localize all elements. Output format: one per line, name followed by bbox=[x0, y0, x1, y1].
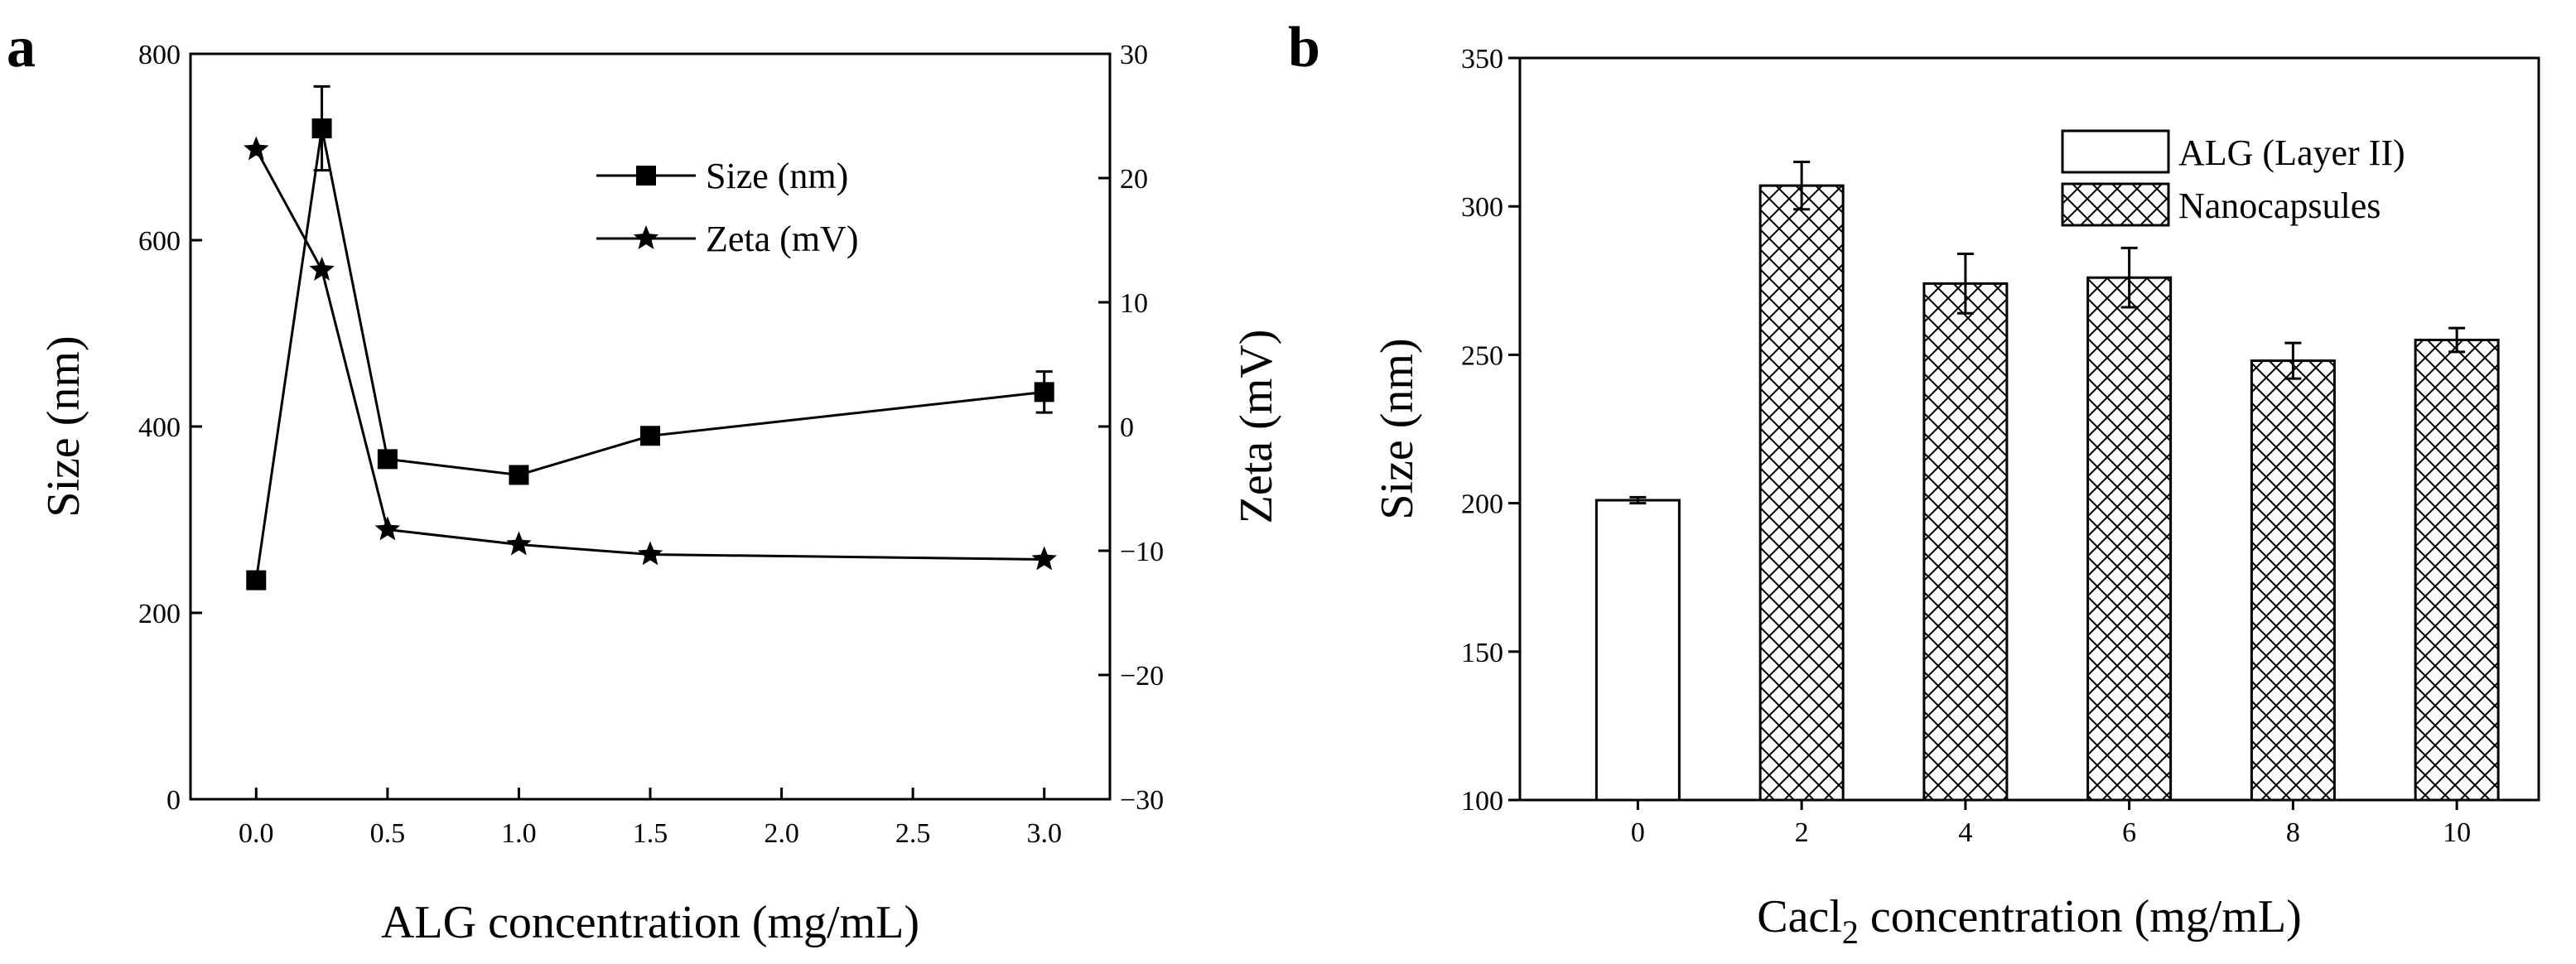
a-zeta-point bbox=[374, 516, 401, 541]
b-bar bbox=[2414, 338, 2500, 802]
panel-a-x-axis: 0.0 0.5 1.0 1.5 2.0 2.5 3.0 bbox=[239, 788, 1062, 849]
panel-a-y2label: Zeta (mV) bbox=[1231, 330, 1282, 524]
legend-alg-label: ALG (Layer II) bbox=[2178, 133, 2405, 173]
a-x-tick-label: 3.0 bbox=[1026, 818, 1062, 849]
b-y-tick-label: 350 bbox=[1461, 44, 1503, 75]
legend-zeta-star-marker bbox=[633, 225, 659, 249]
panel-b-letter: b bbox=[1288, 16, 1320, 80]
a-left-tick-label: 600 bbox=[138, 226, 181, 257]
panel-b-ylabel: Size (nm) bbox=[1372, 338, 1423, 519]
a-left-tick-label: 400 bbox=[138, 412, 181, 443]
a-right-tick-label: 30 bbox=[1120, 40, 1148, 70]
b-x-tick-label: 8 bbox=[2286, 817, 2300, 848]
legend-size-label: Size (nm) bbox=[706, 156, 848, 196]
panel-a-xlabel: ALG concentration (mg/mL) bbox=[381, 897, 919, 948]
a-right-tick-label: −20 bbox=[1120, 661, 1164, 692]
a-x-tick-label: 1.5 bbox=[633, 818, 668, 849]
b-bar bbox=[1594, 499, 1681, 802]
a-size-point bbox=[246, 570, 267, 590]
legend-nanocapsules-label: Nanocapsules bbox=[2178, 186, 2381, 226]
b-y-tick-label: 300 bbox=[1461, 192, 1503, 223]
a-left-tick-label: 0 bbox=[166, 785, 181, 816]
a-right-tick-label: 10 bbox=[1120, 288, 1148, 319]
panel-b-bars bbox=[1594, 160, 2500, 802]
panel-a-legend: Size (nm) Zeta (mV) bbox=[596, 156, 858, 259]
panel-a-series bbox=[244, 84, 1057, 590]
a-series-line-1 bbox=[254, 148, 1044, 561]
a-left-tick-label: 200 bbox=[138, 599, 181, 629]
b-x-tick-label: 2 bbox=[1795, 817, 1809, 848]
panel-b-legend: ALG (Layer II) Nanocapsules bbox=[2061, 129, 2405, 227]
a-right-tick-label: −10 bbox=[1120, 537, 1164, 567]
panel-b-x-axis: 0 2 4 6 8 10 bbox=[1631, 800, 2471, 848]
panel-a-letter: a bbox=[7, 16, 36, 80]
legend-alg-swatch bbox=[2061, 129, 2170, 174]
panel-a-ylabel: Size (nm) bbox=[38, 335, 89, 517]
b-bar bbox=[1922, 282, 2009, 802]
b-bar bbox=[2086, 276, 2173, 802]
a-zeta-point bbox=[506, 531, 532, 556]
b-y-tick-label: 100 bbox=[1461, 786, 1503, 817]
a-x-tick-label: 2.5 bbox=[895, 818, 931, 849]
panel-a-right-axis: −30 −20 −10 0 10 20 30 bbox=[1098, 40, 1164, 816]
panel-b-y-axis: 100 150 200 250 300 350 bbox=[1461, 44, 1520, 817]
b-x-tick-label: 6 bbox=[2122, 817, 2136, 848]
a-size-point bbox=[311, 118, 332, 138]
b-x-tick-label: 0 bbox=[1631, 817, 1645, 848]
a-right-tick-label: 20 bbox=[1120, 164, 1148, 195]
b-y-tick-label: 200 bbox=[1461, 489, 1503, 520]
a-size-point bbox=[640, 426, 660, 446]
legend-nanocapsules-swatch bbox=[2061, 182, 2170, 227]
panel-a-left-axis: 0 200 400 600 800 bbox=[138, 40, 202, 816]
a-right-tick-label: 0 bbox=[1120, 412, 1134, 443]
a-right-tick-label: −30 bbox=[1120, 785, 1164, 816]
panel-b-xlabel: Cacl2 concentration (mg/mL) bbox=[1757, 891, 2302, 951]
legend-zeta-label: Zeta (mV) bbox=[706, 219, 858, 259]
panel-b-plot-area bbox=[1518, 56, 2540, 802]
b-x-tick-label: 4 bbox=[1958, 817, 1972, 848]
b-bar bbox=[2250, 359, 2336, 802]
a-zeta-point bbox=[244, 136, 269, 161]
a-x-tick-label: 2.0 bbox=[764, 818, 799, 849]
a-zeta-point bbox=[1031, 546, 1057, 571]
a-size-point bbox=[377, 449, 398, 470]
a-x-tick-label: 0.0 bbox=[239, 818, 274, 849]
b-y-tick-label: 250 bbox=[1461, 340, 1503, 371]
a-series-line-0 bbox=[254, 128, 1044, 581]
a-left-tick-label: 800 bbox=[138, 40, 181, 70]
a-x-tick-label: 0.5 bbox=[370, 818, 406, 849]
a-size-point bbox=[509, 465, 529, 485]
a-zeta-point bbox=[309, 257, 335, 281]
a-zeta-point bbox=[637, 541, 663, 566]
legend-size-square-marker bbox=[636, 166, 656, 186]
b-bar bbox=[1758, 184, 1845, 802]
a-size-point bbox=[1034, 382, 1054, 402]
a-x-tick-label: 1.0 bbox=[501, 818, 537, 849]
b-x-tick-label: 10 bbox=[2443, 817, 2471, 848]
b-y-tick-label: 150 bbox=[1461, 638, 1503, 668]
